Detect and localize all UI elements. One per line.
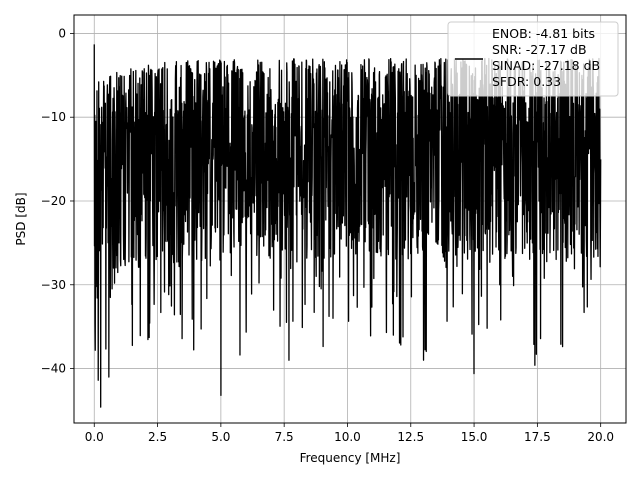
y-tick-label: −10 bbox=[41, 110, 66, 124]
legend-entry-snr: SNR: -27.17 dB bbox=[492, 42, 587, 57]
x-tick-label: 17.5 bbox=[524, 430, 551, 444]
psd-series bbox=[93, 44, 602, 408]
y-tick-label: −20 bbox=[41, 194, 66, 208]
x-axis-ticks: 0.0 2.5 5.0 7.5 10.0 12.5 15.0 17.5 20.0 bbox=[85, 423, 614, 444]
legend-entry-sinad: SINAD: -27.18 dB bbox=[492, 58, 600, 73]
psd-series-line bbox=[93, 44, 602, 408]
legend-box bbox=[447, 21, 619, 97]
y-axis-ticks: 0 −10 −20 −30 −40 bbox=[41, 26, 74, 376]
y-tick-label: −30 bbox=[41, 278, 66, 292]
x-axis-label: Frequency [MHz] bbox=[300, 451, 401, 465]
x-tick-label: 2.5 bbox=[148, 430, 167, 444]
y-axis-label: PSD [dB] bbox=[14, 192, 28, 245]
x-tick-label: 10.0 bbox=[334, 430, 361, 444]
y-tick-label: 0 bbox=[58, 26, 66, 40]
x-tick-label: 5.0 bbox=[211, 430, 230, 444]
x-tick-label: 7.5 bbox=[275, 430, 294, 444]
legend: ENOB: -4.81 bits SNR: -27.17 dB SINAD: -… bbox=[447, 21, 619, 97]
x-tick-label: 12.5 bbox=[397, 430, 424, 444]
legend-entry-sfdr: SFDR: 0.33 bbox=[492, 74, 561, 89]
x-tick-label: 15.0 bbox=[461, 430, 488, 444]
x-tick-label: 0.0 bbox=[85, 430, 104, 444]
x-tick-label: 20.0 bbox=[587, 430, 614, 444]
legend-entry-enob: ENOB: -4.81 bits bbox=[492, 26, 595, 41]
plot-frame bbox=[73, 14, 627, 424]
y-tick-label: −40 bbox=[41, 362, 66, 376]
